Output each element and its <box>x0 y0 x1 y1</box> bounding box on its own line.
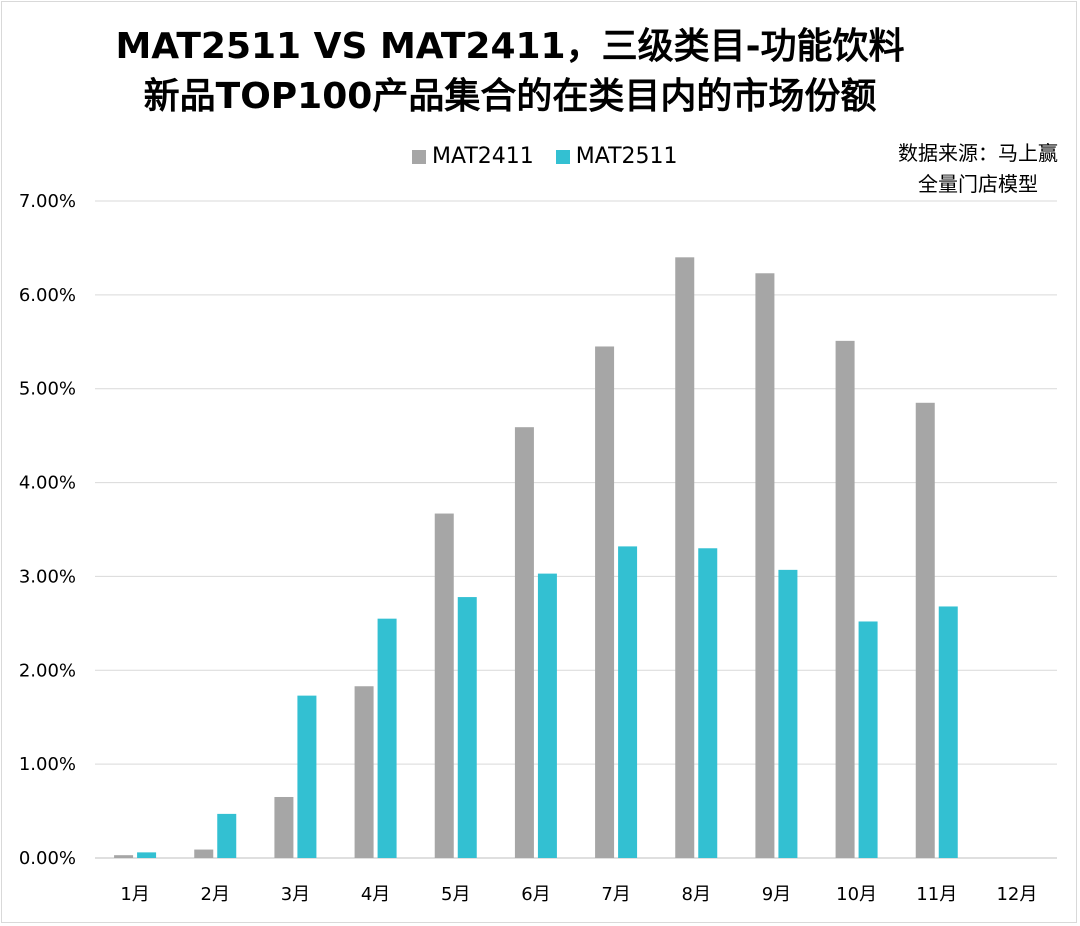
legend-swatch-mat2411 <box>412 149 426 164</box>
bar-mat2411-11 <box>915 402 935 858</box>
x-tick-label: 6月 <box>521 884 550 905</box>
x-tick-label: 1月 <box>120 884 149 905</box>
source-line2: 全量门店模型 <box>918 172 1038 196</box>
bar-mat2411-6 <box>514 427 534 858</box>
legend-item-mat2511: MAT2511 <box>555 144 678 169</box>
bar-mat2411-9 <box>755 273 775 858</box>
legend: MAT2411 MAT2511 <box>412 144 700 169</box>
bar-mat2511-4 <box>377 618 397 858</box>
bar-mat2411-1 <box>114 855 134 858</box>
bar-mat2511-5 <box>457 597 477 858</box>
source-line1: 数据来源：马上赢 <box>898 141 1058 165</box>
bar-mat2411-10 <box>835 340 855 858</box>
bar-mat2511-1 <box>137 852 157 858</box>
x-tick-label: 9月 <box>762 884 791 905</box>
x-tick-label: 11月 <box>916 884 957 905</box>
x-tick-label: 10月 <box>836 884 877 905</box>
y-tick-label: 4.00% <box>19 473 76 494</box>
x-tick-label: 7月 <box>601 884 630 905</box>
chart-title-line1: MAT2511 VS MAT2411，三级类目-功能饮料 <box>115 26 905 67</box>
bar-mat2411-7 <box>595 346 615 858</box>
bar-mat2411-8 <box>675 257 695 858</box>
bar-mat2511-8 <box>698 548 718 858</box>
bar-mat2411-3 <box>274 796 294 858</box>
y-tick-label: 7.00% <box>19 191 76 212</box>
x-tick-label: 3月 <box>281 884 310 905</box>
legend-label-mat2511: MAT2511 <box>575 144 678 169</box>
x-tick-label: 12月 <box>996 884 1037 905</box>
x-tick-label: 2月 <box>201 884 230 905</box>
legend-item-mat2411: MAT2411 <box>412 144 534 169</box>
y-tick-label: 0.00% <box>19 848 76 869</box>
bar-mat2511-2 <box>217 813 237 858</box>
legend-label-mat2411: MAT2411 <box>432 144 534 169</box>
chart-title: MAT2511 VS MAT2411，三级类目-功能饮料 新品TOP100产品集… <box>0 22 1020 122</box>
bar-mat2511-6 <box>537 573 557 858</box>
data-source-note: 数据来源：马上赢 全量门店模型 <box>898 138 1058 200</box>
y-tick-label: 5.00% <box>19 379 76 400</box>
bar-mat2411-4 <box>354 686 374 858</box>
bar-mat2511-7 <box>618 546 638 858</box>
bar-mat2411-2 <box>194 849 214 858</box>
chart-title-line2: 新品TOP100产品集合的在类目内的市场份额 <box>143 76 877 117</box>
bar-mat2511-3 <box>297 695 317 858</box>
x-tick-label: 4月 <box>361 884 390 905</box>
bar-mat2511-11 <box>938 606 958 858</box>
bar-mat2411-5 <box>434 513 454 858</box>
bar-mat2511-9 <box>778 569 798 858</box>
bar-mat2511-10 <box>858 621 878 858</box>
y-tick-label: 6.00% <box>19 285 76 306</box>
y-tick-label: 1.00% <box>19 754 76 775</box>
legend-swatch-mat2511 <box>555 149 570 164</box>
y-tick-label: 3.00% <box>19 566 76 587</box>
y-tick-label: 2.00% <box>19 660 76 681</box>
x-tick-label: 8月 <box>682 884 711 905</box>
x-tick-label: 5月 <box>441 884 470 905</box>
